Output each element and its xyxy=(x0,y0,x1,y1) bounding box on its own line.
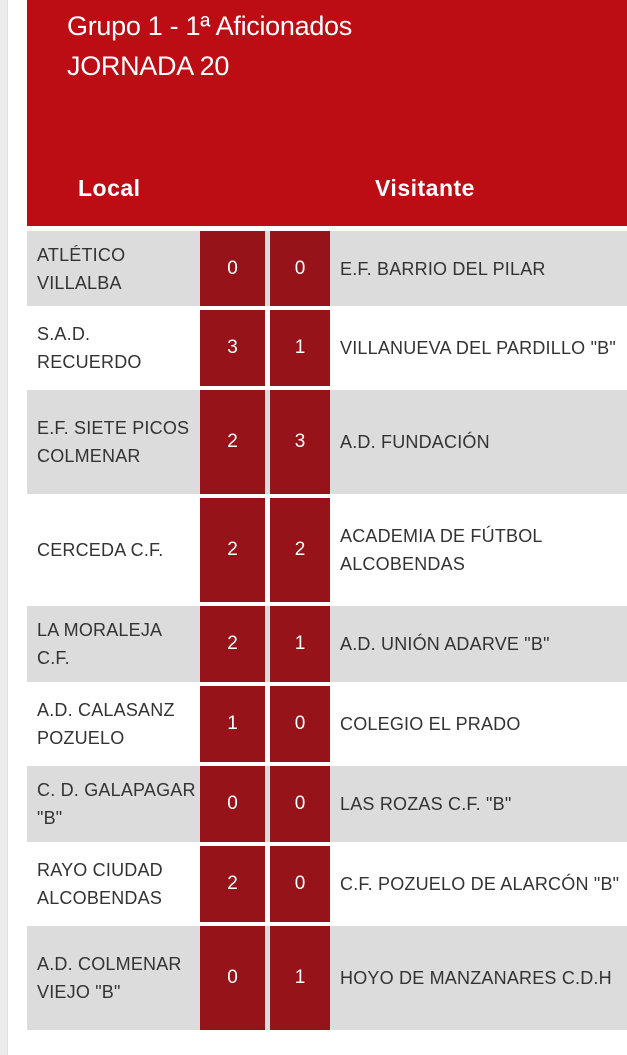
match-list: ATLÉTICO VILLALBA 0 0 E.F. BARRIO DEL PI… xyxy=(27,231,627,1034)
visitor-team: ACADEMIA DE FÚTBOL ALCOBENDAS xyxy=(340,526,542,574)
visitor-team: LAS ROZAS C.F. "B" xyxy=(340,794,512,814)
home-score: 0 xyxy=(200,926,265,1030)
away-score: 2 xyxy=(270,498,330,602)
local-column-header: Local xyxy=(78,175,141,201)
results-header: Grupo 1 - 1ª Aficionados JORNADA 20 Loca… xyxy=(27,0,627,226)
away-score: 0 xyxy=(270,231,330,306)
home-score: 2 xyxy=(200,606,265,682)
visitor-column-header: Visitante xyxy=(375,175,475,201)
home-score: 2 xyxy=(200,498,265,602)
away-score: 1 xyxy=(270,606,330,682)
local-team: ATLÉTICO VILLALBA xyxy=(37,244,126,293)
away-score: 1 xyxy=(270,310,330,386)
local-team: RAYO CIUDAD ALCOBENDAS xyxy=(37,860,163,908)
home-score: 2 xyxy=(200,390,265,494)
away-score: 1 xyxy=(270,926,330,1030)
home-score: 0 xyxy=(200,766,265,842)
local-team: S.A.D. RECUERDO xyxy=(37,324,142,372)
home-score: 2 xyxy=(200,846,265,922)
home-score: 1 xyxy=(200,686,265,762)
local-team: LA MORALEJA C.F. xyxy=(37,620,162,668)
away-score: 0 xyxy=(270,686,330,762)
match-row[interactable]: C. D. GALAPAGAR "B" 0 0 LAS ROZAS C.F. "… xyxy=(27,766,627,842)
home-score: 0 xyxy=(200,231,265,306)
match-row[interactable]: CERCEDA C.F. 2 2 ACADEMIA DE FÚTBOL ALCO… xyxy=(27,498,627,602)
local-team: CERCEDA C.F. xyxy=(37,540,164,560)
matchday-title: JORNADA 20 xyxy=(67,51,230,81)
local-team: E.F. SIETE PICOS COLMENAR xyxy=(37,418,190,466)
left-scroll-strip xyxy=(0,0,8,1055)
away-score: 0 xyxy=(270,766,330,842)
match-row[interactable]: A.D. COLMENAR VIEJO "B" 0 1 HOYO DE MANZ… xyxy=(27,926,627,1030)
local-team: A.D. CALASANZ POZUELO xyxy=(37,700,175,748)
group-title: Grupo 1 - 1ª Aficionados xyxy=(67,11,352,41)
match-row[interactable]: LA MORALEJA C.F. 2 1 A.D. UNIÓN ADARVE "… xyxy=(27,606,627,682)
page-title: Grupo 1 - 1ª Aficionados JORNADA 20 xyxy=(67,6,352,86)
visitor-team: COLEGIO EL PRADO xyxy=(340,714,521,734)
home-score: 3 xyxy=(200,310,265,386)
visitor-team: A.D. FUNDACIÓN xyxy=(340,432,490,452)
match-row[interactable]: E.F. SIETE PICOS COLMENAR 2 3 A.D. FUNDA… xyxy=(27,390,627,494)
visitor-team: E.F. BARRIO DEL PILAR xyxy=(340,258,546,279)
match-row[interactable]: RAYO CIUDAD ALCOBENDAS 2 0 C.F. POZUELO … xyxy=(27,846,627,922)
away-score: 0 xyxy=(270,846,330,922)
local-team: C. D. GALAPAGAR "B" xyxy=(37,780,196,828)
visitor-team: VILLANUEVA DEL PARDILLO "B" xyxy=(340,338,616,358)
visitor-team: HOYO DE MANZANARES C.D.H xyxy=(340,968,612,988)
match-row[interactable]: ATLÉTICO VILLALBA 0 0 E.F. BARRIO DEL PI… xyxy=(27,231,627,306)
match-row[interactable]: S.A.D. RECUERDO 3 1 VILLANUEVA DEL PARDI… xyxy=(27,310,627,386)
match-row[interactable]: A.D. CALASANZ POZUELO 1 0 COLEGIO EL PRA… xyxy=(27,686,627,762)
away-score: 3 xyxy=(270,390,330,494)
visitor-team: C.F. POZUELO DE ALARCÓN "B" xyxy=(340,874,620,894)
visitor-team: A.D. UNIÓN ADARVE "B" xyxy=(340,634,550,654)
local-team: A.D. COLMENAR VIEJO "B" xyxy=(37,954,182,1002)
